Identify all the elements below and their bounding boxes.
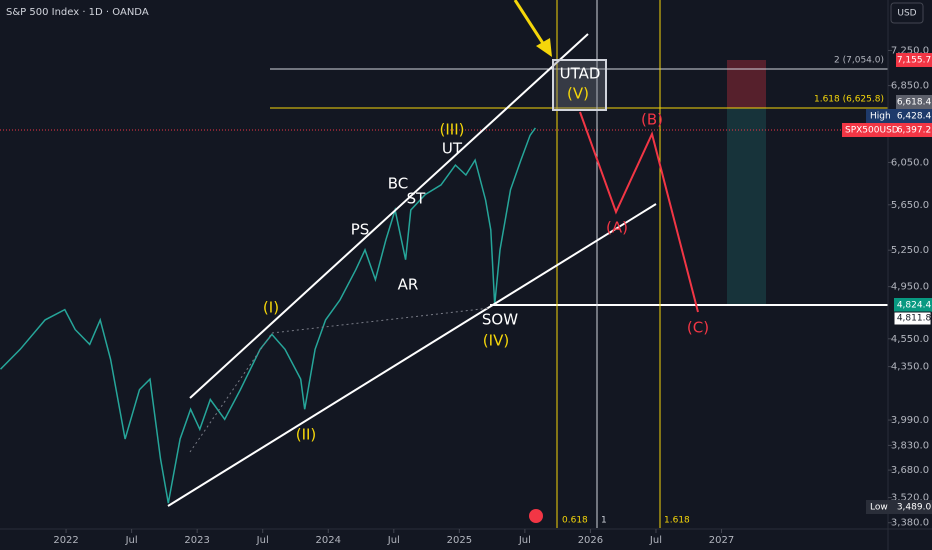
annotation: (III): [440, 121, 465, 139]
tag-bg: [866, 500, 932, 514]
price-tag: 4,811.8: [897, 314, 932, 324]
event-icon[interactable]: [529, 509, 543, 523]
annotation: SOW: [482, 311, 518, 329]
x-tick-label: 2027: [709, 535, 734, 546]
y-tick-label: 3,830.0: [891, 440, 929, 451]
y-tick-label: 4,950.0: [891, 282, 929, 293]
x-tick-label: Jul: [518, 535, 531, 546]
price-tag: 4,824.4: [897, 301, 932, 311]
arrow-head: [536, 38, 552, 57]
tag-bg: [896, 95, 932, 109]
tag-bg: [894, 298, 932, 312]
x-tick-label: 2022: [53, 535, 78, 546]
arrow: [513, 0, 548, 49]
price-tag: Low: [870, 503, 888, 513]
y-tick-label: 6,050.0: [891, 157, 929, 168]
guide: [189, 332, 273, 453]
fib-label: 2 (7,054.0): [834, 56, 884, 66]
target-zone: [727, 60, 766, 108]
utad-box: [552, 59, 607, 111]
annotation: ST: [407, 190, 427, 208]
price-tag: 6,428.4: [897, 112, 932, 122]
annotation: UT: [442, 140, 463, 158]
price-tag: 3,489.0: [897, 503, 932, 513]
y-tick-label: 6,850.0: [891, 81, 929, 92]
wave-projection: [579, 111, 699, 313]
annotation: AR: [398, 276, 419, 294]
x-tick-label: 2023: [184, 535, 209, 546]
price-tag: SPX500USD: [845, 126, 899, 136]
risk-zone: [727, 108, 766, 305]
annotation: BC: [388, 175, 409, 193]
price-tag: 7,155.7: [897, 56, 931, 66]
annotation: UTAD: [560, 65, 601, 83]
tag-bg: [842, 123, 932, 137]
annotation: (B): [641, 111, 663, 129]
currency-box[interactable]: [890, 2, 924, 24]
x-tick-label: 2024: [316, 535, 341, 546]
guide: [271, 307, 491, 334]
x-tick-label: 2026: [578, 535, 603, 546]
price-tag: High: [870, 112, 891, 122]
y-tick-label: 4,550.0: [891, 334, 929, 345]
annotation: (A): [606, 219, 628, 237]
tag-bg: [866, 109, 932, 123]
channel-top: [189, 33, 589, 399]
price-line: [0, 127, 537, 504]
time-fib-label: 1.618: [664, 516, 690, 526]
time-fib-label: 1: [601, 516, 607, 526]
x-tick-label: 2025: [447, 535, 472, 546]
y-tick-label: 4,350.0: [891, 362, 929, 373]
channel-bottom: [167, 203, 657, 507]
annotation: (II): [296, 426, 317, 444]
x-tick-label: Jul: [649, 535, 662, 546]
tag-bg: [893, 311, 932, 326]
annotation: (IV): [483, 332, 509, 350]
annotation: PS: [351, 221, 370, 239]
annotation: (I): [263, 299, 279, 317]
x-tick-label: Jul: [256, 535, 269, 546]
y-tick-label: 3,520.0: [891, 493, 929, 504]
time-fib-label: 0.618: [562, 516, 588, 526]
tag-bg: [896, 53, 932, 67]
currency[interactable]: USD: [897, 9, 916, 19]
y-tick-label: 3,380.0: [891, 518, 929, 529]
annotation: (V): [567, 85, 589, 103]
x-tick-label: Jul: [387, 535, 400, 546]
y-tick-label: 3,990.0: [891, 415, 929, 426]
header-title: S&P 500 Index · 1D · OANDA: [6, 7, 149, 18]
price-tag: 6,397.2: [897, 126, 931, 136]
x-tick-label: Jul: [125, 535, 138, 546]
y-tick-label: 7,250.0: [891, 45, 929, 56]
y-tick-label: 5,650.0: [891, 200, 929, 211]
y-tick-label: 3,680.0: [891, 465, 929, 476]
annotation: (C): [687, 319, 709, 337]
price-tag: 6,618.4: [897, 98, 932, 108]
y-tick-label: 5,250.0: [891, 245, 929, 256]
fib-label: 1.618 (6,625.8): [814, 95, 884, 105]
